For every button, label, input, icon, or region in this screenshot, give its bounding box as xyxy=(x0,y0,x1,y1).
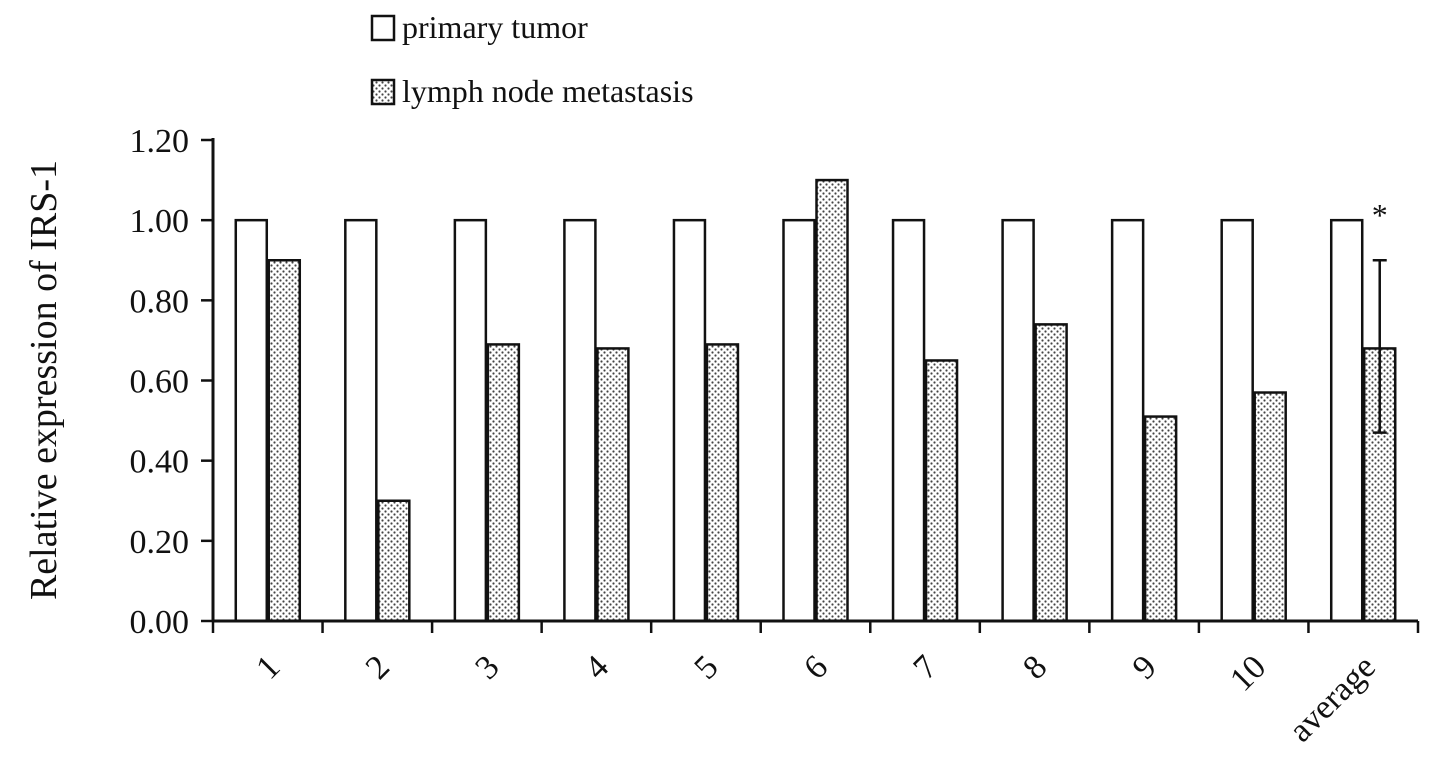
x-tick-label: average xyxy=(1282,648,1383,749)
legend-item-primary-tumor: primary tumor xyxy=(370,9,588,45)
bar-primary-tumor xyxy=(1110,218,1145,623)
bar-lymph-node-metastasis xyxy=(815,178,849,623)
significance-asterisk: * xyxy=(1372,197,1388,233)
bar-lymph-node-metastasis xyxy=(1143,415,1178,623)
legend: primary tumor lymph node metastasis xyxy=(370,9,694,109)
legend-swatch-primary-tumor xyxy=(370,14,396,42)
bar-lymph-node-metastasis xyxy=(705,343,740,623)
bar-lymph-node-metastasis xyxy=(486,343,521,623)
y-tick-label: 1.20 xyxy=(130,123,190,160)
bar-primary-tumor xyxy=(453,218,488,623)
legend-item-lymph-node-metastasis: lymph node metastasis xyxy=(370,73,694,109)
x-tick-label: 2 xyxy=(359,648,397,686)
annotations: * xyxy=(1372,197,1388,434)
bar-primary-tumor xyxy=(344,218,378,623)
x-tick-label: 7 xyxy=(907,648,945,686)
bar-lymph-node-metastasis xyxy=(1034,323,1068,623)
x-tick-label: 6 xyxy=(797,648,835,686)
y-tick-label: 0.00 xyxy=(130,604,190,641)
x-axis: 1 2 3 4 5 6 7 8 9 10 average xyxy=(211,619,1420,749)
y-axis: 0.00 0.20 0.40 0.60 0.80 1.00 1.20 xyxy=(130,123,215,641)
bar-primary-tumor xyxy=(563,218,597,623)
x-tick-label: 10 xyxy=(1223,648,1273,698)
bar-primary-tumor xyxy=(672,218,707,623)
bar-primary-tumor xyxy=(234,218,269,623)
bars xyxy=(234,178,1397,623)
legend-swatch-lymph-node-metastasis xyxy=(370,78,396,106)
x-tick-label: 4 xyxy=(578,648,616,686)
x-tick-label: 9 xyxy=(1126,648,1164,686)
y-tick-label: 0.40 xyxy=(130,444,190,481)
legend-label-primary-tumor: primary tumor xyxy=(402,9,588,45)
y-tick-label: 0.60 xyxy=(130,364,190,401)
bar-primary-tumor xyxy=(891,218,926,623)
x-tick-label: 1 xyxy=(249,648,287,686)
bar-lymph-node-metastasis xyxy=(267,259,302,623)
x-tick-label: 5 xyxy=(687,648,725,686)
bar-primary-tumor xyxy=(1001,218,1035,623)
bar-primary-tumor xyxy=(782,218,816,623)
y-axis-title: Relative expression of IRS-1 xyxy=(23,160,65,600)
bar-primary-tumor xyxy=(1329,218,1364,623)
bar-lymph-node-metastasis xyxy=(924,359,959,623)
bar-lymph-node-metastasis xyxy=(377,499,411,623)
bar-primary-tumor xyxy=(1220,218,1254,623)
bar-lymph-node-metastasis xyxy=(596,347,630,623)
y-tick-label: 1.00 xyxy=(130,203,190,240)
x-tick-label: 3 xyxy=(468,648,506,686)
y-tick-label: 0.80 xyxy=(130,283,190,320)
x-tick-label: 8 xyxy=(1016,648,1054,686)
y-tick-label: 0.20 xyxy=(130,524,190,561)
bar-lymph-node-metastasis xyxy=(1253,391,1287,623)
legend-label-lymph-node-metastasis: lymph node metastasis xyxy=(402,73,694,109)
